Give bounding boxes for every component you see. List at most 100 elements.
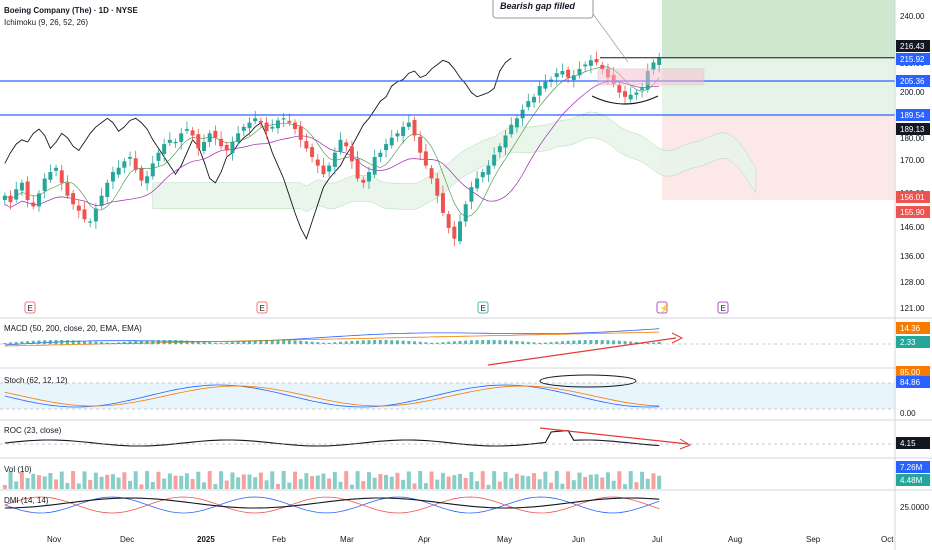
candle: [571, 69, 576, 88]
macd-hist-bar: [37, 340, 41, 344]
macd-hist-bar: [100, 342, 104, 344]
candle-body: [110, 172, 115, 182]
stoch-tag-text: 84.86: [900, 378, 921, 387]
long-entry-zone: [662, 58, 895, 115]
candle: [321, 158, 326, 178]
volume-bar: [310, 476, 315, 489]
price-tick: 200.00: [900, 88, 925, 97]
volume-bar: [600, 477, 605, 489]
volume-bar: [8, 471, 13, 489]
volume-bar: [241, 474, 246, 489]
volume-bar: [156, 471, 161, 489]
candle-body: [213, 130, 218, 138]
macd-hist-bar: [481, 340, 485, 344]
price-tag-text: 156.01: [900, 193, 925, 202]
macd-hist-bar: [77, 340, 81, 344]
volume-bar: [145, 471, 150, 489]
volume-bar: [88, 479, 93, 489]
volume-bar: [623, 484, 628, 489]
volume-bar: [65, 482, 70, 489]
candle-body: [429, 168, 434, 179]
volume-bar: [82, 471, 87, 489]
event-box: [24, 301, 36, 314]
volume-bar: [458, 473, 463, 489]
vol-tag: 7.26M: [896, 461, 930, 473]
candle: [623, 85, 628, 105]
candle-body: [116, 167, 121, 175]
volume-bar: [25, 478, 30, 489]
volume-bar: [133, 471, 138, 489]
candle-body: [657, 58, 662, 66]
macd-hist-bar: [145, 340, 149, 344]
candle-body: [224, 144, 229, 151]
volume-bar: [162, 478, 167, 489]
candle-body: [201, 141, 206, 151]
macd-hist-bar: [196, 341, 200, 344]
event-letter: E: [721, 304, 726, 313]
candle-body: [145, 176, 150, 184]
stoch-tag: 84.86: [896, 376, 930, 388]
candle-body: [54, 167, 59, 171]
candle: [2, 192, 7, 206]
macd-tag-text: 14.36: [900, 324, 921, 333]
macd-hist-bar: [651, 342, 655, 344]
volume-bar: [372, 477, 377, 489]
candle-body: [577, 68, 582, 76]
macd-hist-bar: [634, 341, 638, 344]
price-tag-text: 215.92: [900, 55, 925, 64]
stoch-k: [4, 384, 660, 408]
candle-body: [327, 165, 332, 172]
macd-hist-bar: [612, 340, 616, 344]
candle: [480, 168, 485, 183]
volume-bar: [275, 483, 280, 489]
candle-body: [395, 133, 400, 137]
candle-body: [275, 120, 280, 129]
volume-bar: [54, 479, 59, 489]
candle: [145, 170, 150, 191]
macd-hist-bar: [156, 340, 160, 344]
macd-hist-bar: [395, 340, 399, 344]
macd-hist-bar: [378, 340, 382, 344]
macd-hist-bar: [401, 340, 405, 344]
volume-bar: [201, 482, 206, 489]
candle-body: [281, 118, 286, 120]
macd-hist-bar: [606, 340, 610, 344]
candle-body: [65, 182, 70, 196]
macd-hist-bar: [14, 342, 18, 344]
volume-bar: [412, 483, 417, 489]
event-marker: E: [717, 301, 729, 314]
volume-bar: [531, 473, 536, 489]
candle-body: [14, 189, 19, 200]
stoch-band: [0, 383, 895, 409]
macd-hist-bar: [617, 340, 621, 344]
candle: [258, 117, 263, 128]
volume-bar: [93, 472, 98, 489]
volume-bar: [526, 476, 531, 489]
price-tick: 146.00: [900, 223, 925, 232]
macd-hist-bar: [282, 340, 286, 344]
candle-body: [514, 118, 519, 128]
candle-body: [241, 126, 246, 131]
candle: [537, 80, 542, 104]
volume-bar: [287, 482, 292, 489]
volume-bar: [76, 483, 81, 489]
candle: [435, 173, 440, 204]
macd-hist-bar: [509, 340, 513, 344]
candle: [634, 89, 639, 101]
candle-body: [412, 120, 417, 136]
vol-tag-bg: [896, 474, 930, 486]
candle: [48, 164, 53, 183]
macd-hist-bar: [111, 342, 115, 344]
bearish-gap-callout[interactable]: Bearish gap filled: [492, 0, 594, 19]
time-tick: Mar: [340, 535, 354, 544]
time-tick: May: [497, 535, 512, 544]
candle-body: [196, 134, 201, 149]
macd-tag-text: 2.33: [900, 338, 916, 347]
volume-bar: [304, 473, 309, 489]
macd-hist-bar: [26, 341, 30, 344]
event-marker: E: [256, 301, 268, 314]
candle-body: [349, 146, 354, 162]
candle: [378, 149, 383, 163]
macd-hist-bar: [316, 342, 320, 344]
